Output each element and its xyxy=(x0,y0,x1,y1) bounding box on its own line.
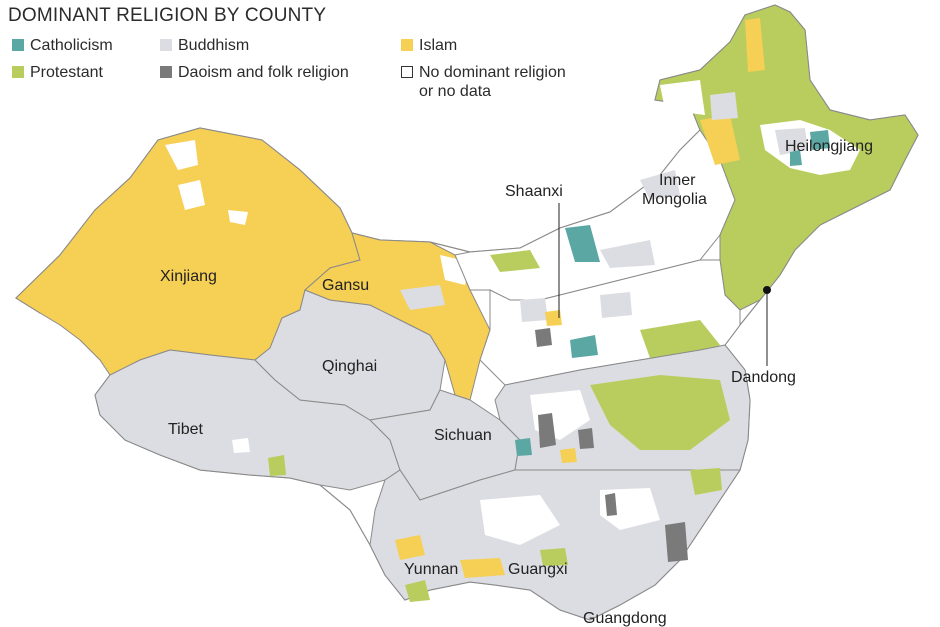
legend-label-protestant: Protestant xyxy=(30,64,103,81)
legend-label-buddhism: Buddhism xyxy=(178,37,250,54)
region-label-heilongjiang: Heilongjiang xyxy=(785,138,874,155)
yunnan-protestant xyxy=(405,580,430,602)
region-label-sichuan: Sichuan xyxy=(434,427,492,444)
xinjiang-white-patch-2 xyxy=(178,180,205,210)
central-catholic xyxy=(515,438,532,456)
inner-mongolia-grey-2 xyxy=(640,170,680,200)
northeast-islam xyxy=(700,115,740,165)
guangdong-daoism xyxy=(665,522,688,562)
inner-mongolia-grey xyxy=(600,240,655,268)
map-title: DOMINANT RELIGION BY COUNTY xyxy=(8,5,327,26)
northeast-grey xyxy=(710,92,738,120)
inner-mongolia-catholic xyxy=(565,225,600,262)
guangdong-daoism-2 xyxy=(605,493,617,516)
legend-item-none: No dominant religion or no data xyxy=(401,63,566,101)
region-label-xinjiang: Xinjiang xyxy=(160,268,217,285)
northeast-islam-2 xyxy=(745,18,765,72)
legend-label-none: No dominant religion or no data xyxy=(419,63,566,101)
xinjiang-white-patch xyxy=(165,140,198,170)
region-label-yunnan: Yunnan xyxy=(404,561,459,578)
heilongjiang-grey xyxy=(775,128,808,155)
legend-label-none-line1: No dominant religion xyxy=(419,64,566,81)
legend-label-none-line2: or no data xyxy=(419,83,492,100)
yunnan-islam xyxy=(395,535,425,560)
region-label-gansu: Gansu xyxy=(322,277,370,294)
inner-mongolia-line2: Mongolia xyxy=(642,191,707,208)
legend-item-buddhism: Buddhism xyxy=(160,36,249,55)
tibet-white-patch xyxy=(232,438,250,453)
none-swatch xyxy=(401,66,413,78)
central-east-protestant xyxy=(590,375,730,450)
legend-item-daoism: Daoism and folk religion xyxy=(160,63,349,82)
region-label-guangxi: Guangxi xyxy=(508,561,568,578)
inner-mongolia-line1: Inner xyxy=(659,172,696,189)
central-daoism-2 xyxy=(578,428,594,449)
north-china-islam xyxy=(545,310,562,326)
north-china-grey-2 xyxy=(600,292,632,318)
buddhism-swatch xyxy=(160,39,172,51)
legend-label-islam: Islam xyxy=(419,37,458,54)
yunnan-islam-2 xyxy=(460,558,505,578)
central-daoism xyxy=(538,413,556,448)
islam-swatch xyxy=(401,39,413,51)
legend-label-catholicism: Catholicism xyxy=(30,37,113,54)
heilongjiang-catholic-2 xyxy=(790,150,802,166)
heilongjiang-catholic xyxy=(810,130,830,150)
catholicism-swatch xyxy=(12,39,24,51)
inner-mongolia-protestant xyxy=(490,250,540,272)
shaanxi-daoism xyxy=(535,328,552,347)
gansu-grey-patch xyxy=(400,285,445,310)
protestant-swatch xyxy=(12,66,24,78)
legend-item-catholicism: Catholicism xyxy=(12,36,113,55)
region-label-dandong: Dandong xyxy=(731,369,796,386)
tibet-protestant-patch xyxy=(268,455,286,476)
region-label-qinghai: Qinghai xyxy=(322,358,378,375)
region-label-shaanxi: Shaanxi xyxy=(505,183,563,200)
south-protestant xyxy=(690,468,722,495)
region-label-tibet: Tibet xyxy=(168,421,203,438)
region-label-guangdong: Guangdong xyxy=(583,610,667,627)
north-china-grey xyxy=(520,298,548,322)
north-china-catholic xyxy=(570,335,598,358)
guangxi-protestant xyxy=(540,548,568,566)
central-islam xyxy=(560,448,577,463)
legend-item-islam: Islam xyxy=(401,36,457,55)
xinjiang-white-patch-3 xyxy=(228,210,248,225)
south-white xyxy=(480,495,560,545)
daoism-swatch xyxy=(160,66,172,78)
region-label-inner-mongolia: Inner Mongolia xyxy=(642,171,707,209)
northeast-white xyxy=(660,80,705,115)
legend-item-protestant: Protestant xyxy=(12,63,103,82)
dandong-marker xyxy=(763,286,771,294)
legend-label-daoism: Daoism and folk religion xyxy=(178,64,349,81)
